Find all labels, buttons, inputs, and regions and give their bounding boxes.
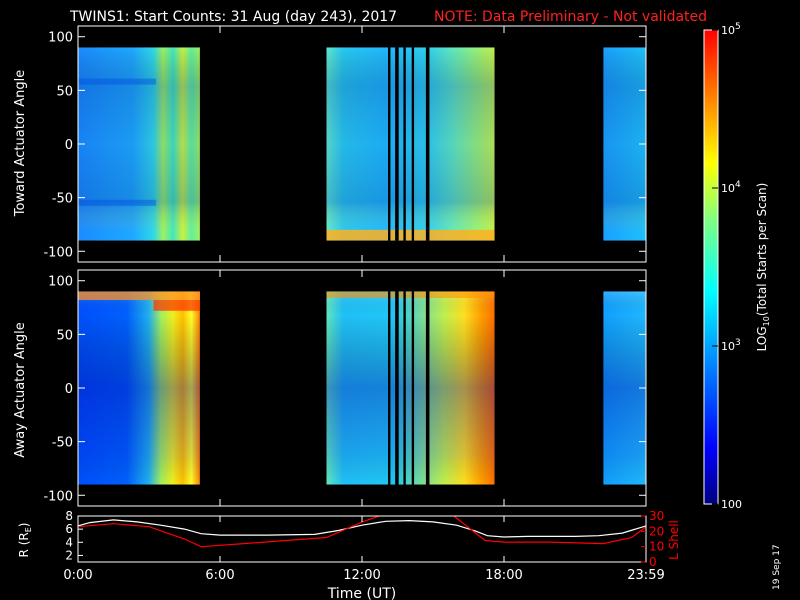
data-gap [388, 47, 391, 241]
x-tick-label: 12:00 [343, 568, 380, 583]
date-stamp: 19 Sep 17 [772, 544, 782, 590]
svg-text:LOG10(Total Starts per Scan): LOG10(Total Starts per Scan) [755, 183, 771, 352]
data-gap [411, 47, 415, 241]
away-y-label: Away Actuator Angle [13, 322, 28, 457]
angle-band [78, 78, 157, 85]
data-gap [395, 47, 399, 241]
svg-text:R (RE): R (RE) [17, 523, 33, 558]
angle-shading [603, 47, 646, 241]
y-tick-label: 0 [65, 382, 73, 397]
y-tick-label: 50 [56, 328, 73, 343]
panel-background [78, 516, 646, 562]
x-tick-label: 23:59 [627, 568, 664, 583]
colorbar-label: LOG10(Total Starts per Scan) [755, 183, 771, 352]
high-angle-band [78, 291, 200, 301]
chart-title: TWINS1: Start Counts: 31 Aug (day 243), … [69, 9, 397, 25]
high-angle-band [326, 291, 495, 298]
x-tick-label: 18:00 [485, 568, 522, 583]
y-tick-label: 4 [65, 535, 73, 549]
y-tick-label: 0 [65, 138, 73, 153]
y-tick-label: 100 [48, 31, 73, 46]
y-tick-label: 8 [65, 509, 73, 523]
y-tick-label-right: 30 [649, 509, 664, 523]
orbit-right-label: L Shell [667, 520, 681, 560]
data-gap [388, 291, 391, 485]
y-tick-label-right: 10 [649, 540, 664, 554]
colorbar-tick-label: 105 [721, 22, 741, 37]
y-tick-label: 100 [48, 275, 73, 290]
lshell-series-line [78, 516, 646, 548]
data-gap [403, 47, 406, 241]
y-tick-label: -100 [43, 245, 73, 260]
angle-band [78, 199, 157, 206]
y-tick-label: 2 [65, 548, 73, 562]
angle-shading [603, 291, 646, 485]
toward-y-label: Toward Actuator Angle [13, 70, 28, 217]
re-subscript: E [24, 527, 33, 532]
angle-shading [326, 47, 495, 241]
y-tick-label: -100 [43, 489, 73, 504]
y-tick-label-right: 20 [649, 524, 664, 538]
angle-shading [78, 291, 200, 485]
away-angle-panel: -100 -50 0 50 100 [43, 269, 647, 507]
x-axis-label: Time (UT) [327, 586, 396, 600]
x-tick-label: 0:00 [63, 568, 92, 583]
preliminary-note: NOTE: Data Preliminary - Not validated [434, 9, 707, 25]
y-tick-label: 6 [65, 522, 73, 536]
colorbar-tick-label: 104 [721, 180, 741, 195]
x-tick-label: 6:00 [205, 568, 234, 583]
angle-shading [326, 291, 495, 485]
y-tick-label: -50 [52, 192, 73, 207]
y-tick-label: -50 [52, 436, 73, 451]
toward-angle-panel: -100 -50 0 50 100 [43, 25, 647, 263]
data-gap [425, 291, 430, 485]
colorbar: 100 103 104 105 LOG10(Total Starts per Scan… [703, 22, 771, 511]
high-angle-hotspot [153, 300, 200, 311]
r-series-line [78, 519, 646, 538]
data-gap [411, 291, 415, 485]
colorbar-gradient [703, 29, 719, 505]
y-tick-label: 50 [56, 84, 73, 99]
colorbar-tick-label: 100 [721, 498, 742, 511]
data-gap [425, 47, 430, 241]
angle-shading [78, 47, 200, 241]
colorbar-tick-label: 103 [721, 338, 741, 353]
low-angle-band [326, 229, 495, 241]
y-tick-label-right: 0 [649, 555, 657, 569]
data-gap [403, 291, 406, 485]
data-gap [395, 291, 399, 485]
orbit-left-label: R (RE) [17, 523, 33, 558]
